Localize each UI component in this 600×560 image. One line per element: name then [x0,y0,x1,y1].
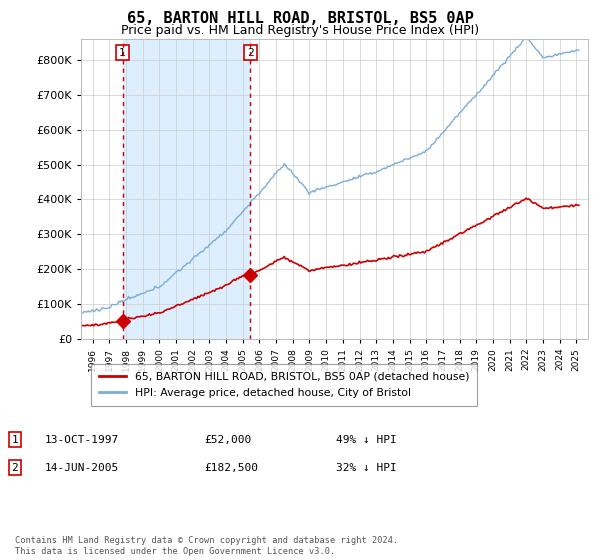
Text: 49% ↓ HPI: 49% ↓ HPI [336,435,397,445]
Legend: 65, BARTON HILL ROAD, BRISTOL, BS5 0AP (detached house), HPI: Average price, det: 65, BARTON HILL ROAD, BRISTOL, BS5 0AP (… [91,364,477,406]
Text: £52,000: £52,000 [204,435,251,445]
Text: 14-JUN-2005: 14-JUN-2005 [45,463,119,473]
Text: 13-OCT-1997: 13-OCT-1997 [45,435,119,445]
Text: 1: 1 [119,48,126,58]
Text: 1: 1 [11,435,19,445]
Text: Price paid vs. HM Land Registry's House Price Index (HPI): Price paid vs. HM Land Registry's House … [121,24,479,36]
Text: Contains HM Land Registry data © Crown copyright and database right 2024.
This d: Contains HM Land Registry data © Crown c… [15,536,398,556]
Bar [122,39,250,339]
Text: 2: 2 [11,463,19,473]
Text: £182,500: £182,500 [204,463,258,473]
Text: 2: 2 [247,48,254,58]
Text: 65, BARTON HILL ROAD, BRISTOL, BS5 0AP: 65, BARTON HILL ROAD, BRISTOL, BS5 0AP [127,11,473,26]
Text: 32% ↓ HPI: 32% ↓ HPI [336,463,397,473]
